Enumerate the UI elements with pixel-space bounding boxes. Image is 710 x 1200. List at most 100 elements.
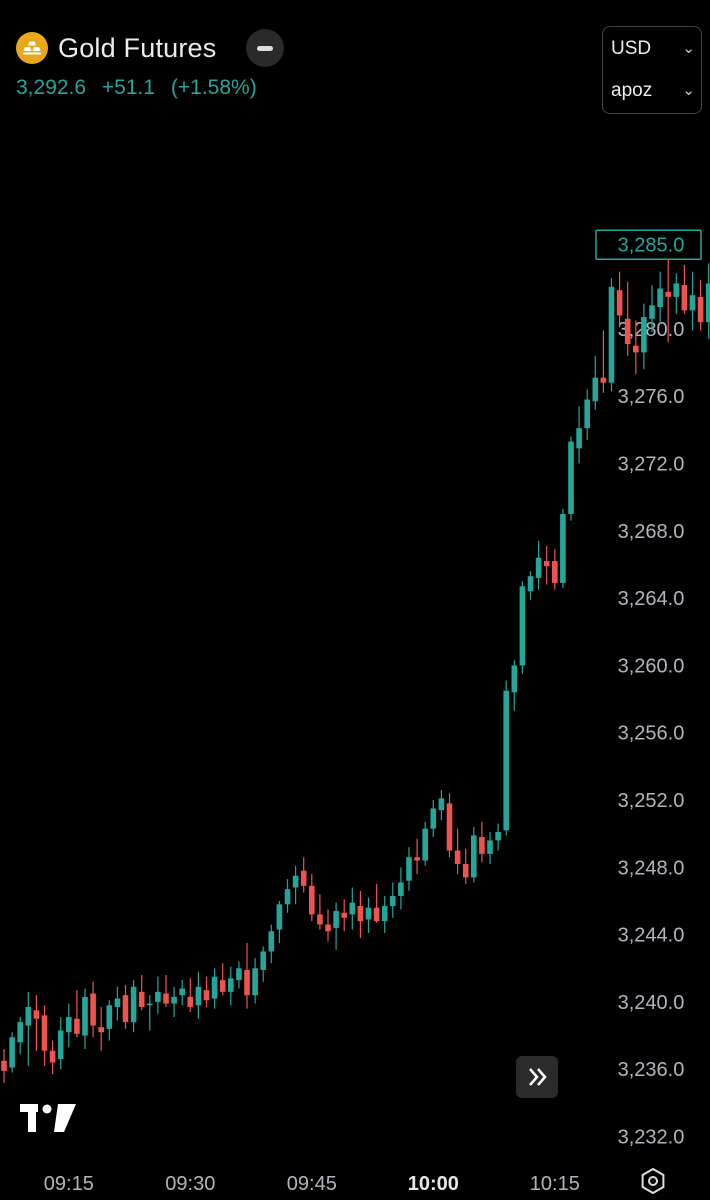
candle-body bbox=[333, 911, 339, 928]
candle-body bbox=[681, 285, 688, 311]
last-price: 3,292.6 bbox=[16, 76, 87, 99]
candle bbox=[373, 884, 380, 923]
candle-body bbox=[74, 1018, 80, 1034]
candle bbox=[171, 986, 177, 1018]
candle bbox=[147, 995, 153, 1031]
tradingview-logo-icon bbox=[20, 1104, 76, 1137]
profile-value: apoz bbox=[611, 80, 653, 101]
candle-body bbox=[122, 995, 129, 1023]
candle bbox=[365, 897, 372, 933]
candle-body bbox=[252, 968, 258, 996]
candle-body bbox=[325, 924, 331, 932]
candle bbox=[179, 980, 185, 1006]
candle-body bbox=[568, 441, 574, 514]
candle-body bbox=[633, 345, 639, 353]
candle bbox=[33, 995, 40, 1051]
candle-body bbox=[130, 986, 137, 1023]
candle bbox=[705, 263, 710, 339]
candle bbox=[236, 961, 242, 989]
price-change: +51.1 bbox=[101, 76, 156, 99]
settings-icon[interactable] bbox=[640, 1167, 666, 1199]
candle-body bbox=[390, 895, 396, 907]
profile-select[interactable]: apoz ⌄ bbox=[611, 71, 697, 111]
last-price-label: 3,285.0 bbox=[618, 235, 685, 257]
candle-body bbox=[66, 1017, 72, 1033]
candle bbox=[211, 968, 218, 1009]
currency-select[interactable]: USD ⌄ bbox=[611, 29, 697, 69]
candle bbox=[187, 978, 194, 1013]
candle-body bbox=[341, 912, 347, 918]
candle-body bbox=[219, 980, 226, 992]
candle bbox=[641, 303, 647, 370]
price-row: 3,292.6 +51.1 (+1.58%) bbox=[16, 76, 267, 100]
candle-body bbox=[495, 831, 501, 841]
candle bbox=[568, 436, 574, 521]
y-tick-label: 3,268.0 bbox=[618, 521, 685, 543]
y-axis: 3,232.0 3,236.0 3,240.0 3,244.0 3,248.0 3,252… bbox=[618, 319, 685, 1149]
candle-body bbox=[600, 377, 607, 383]
candle-body bbox=[236, 968, 242, 981]
candle bbox=[25, 991, 32, 1066]
candle bbox=[446, 793, 453, 858]
candle bbox=[462, 848, 469, 885]
y-tick-label: 3,232.0 bbox=[618, 1127, 685, 1149]
candle bbox=[608, 278, 615, 392]
candle-body bbox=[106, 1005, 113, 1029]
candle bbox=[390, 882, 396, 918]
candle-body bbox=[527, 576, 534, 592]
candle bbox=[195, 971, 202, 1019]
candle-body bbox=[560, 513, 566, 583]
candle bbox=[414, 838, 420, 875]
candle-body bbox=[317, 914, 323, 925]
symbol-row[interactable]: Gold Futures bbox=[16, 29, 285, 67]
chart-header: Gold Futures 3,292.6 +51.1 (+1.58%) USD … bbox=[0, 0, 710, 120]
candle-body bbox=[673, 283, 680, 297]
candle bbox=[90, 981, 96, 1038]
candle-body bbox=[584, 399, 590, 429]
candle-body bbox=[187, 996, 194, 1007]
candle-body bbox=[17, 1022, 23, 1043]
candle-body bbox=[446, 803, 453, 851]
scroll-to-latest-button[interactable] bbox=[516, 1056, 558, 1098]
candle-body bbox=[309, 885, 315, 915]
y-tick-label: 3,252.0 bbox=[618, 790, 685, 812]
candle bbox=[697, 280, 704, 331]
candle bbox=[681, 264, 688, 314]
candle bbox=[503, 680, 509, 836]
y-tick-label: 3,272.0 bbox=[618, 453, 685, 475]
candle-body bbox=[9, 1037, 15, 1068]
candle-body bbox=[519, 586, 526, 666]
candle bbox=[381, 895, 388, 933]
candle-body bbox=[171, 996, 177, 1004]
symbol-title[interactable]: Gold Futures bbox=[58, 32, 217, 63]
candle-body bbox=[268, 931, 275, 952]
candle bbox=[633, 320, 639, 375]
candle-body bbox=[576, 428, 582, 449]
candle bbox=[511, 660, 518, 711]
candle-body bbox=[163, 993, 169, 1004]
minus-icon[interactable] bbox=[246, 29, 285, 67]
candle bbox=[203, 976, 210, 1007]
candle bbox=[57, 1017, 64, 1070]
chevron-down-icon: ⌄ bbox=[682, 40, 695, 57]
candles bbox=[1, 241, 710, 1083]
candle bbox=[155, 976, 161, 1014]
candle-body bbox=[147, 1003, 153, 1006]
candle bbox=[228, 966, 234, 1006]
candle bbox=[349, 887, 356, 930]
candle bbox=[406, 847, 412, 891]
candle-body bbox=[381, 906, 388, 922]
candle-body bbox=[1, 1060, 7, 1071]
candle-body bbox=[471, 835, 477, 878]
candle bbox=[527, 571, 534, 600]
candle bbox=[560, 508, 566, 588]
candle bbox=[616, 271, 623, 328]
candle-body bbox=[430, 808, 437, 829]
candle bbox=[17, 1017, 23, 1055]
candle bbox=[600, 330, 607, 393]
candle-body bbox=[228, 978, 234, 992]
candle-body bbox=[487, 840, 493, 854]
candle-body bbox=[705, 283, 710, 323]
x-tick-label: 10:15 bbox=[530, 1173, 580, 1195]
